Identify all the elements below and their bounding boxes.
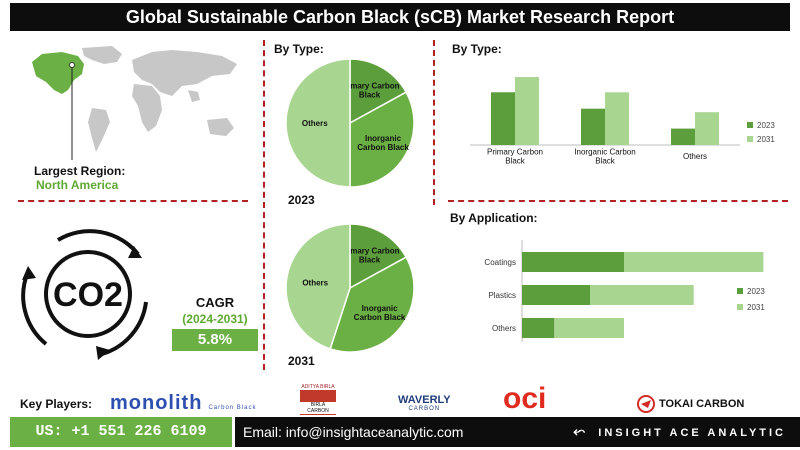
pie-2031-slice-1 — [329, 256, 415, 353]
bar-app-bar-0-0 — [522, 252, 624, 272]
bar-type-bar-1-1 — [605, 92, 629, 145]
vertical-divider-left — [263, 40, 265, 370]
bar-app-legend-swatch-0 — [737, 288, 743, 294]
vertical-divider-right — [433, 40, 435, 205]
africa-shape — [132, 84, 162, 132]
footer-bar: Email: info@insightaceanalytic.com ⬿ INSI… — [235, 417, 800, 447]
south-america-shape — [88, 108, 110, 152]
co2-cycle-icon: CO2 — [21, 229, 148, 360]
pie-2031-slice-0 — [349, 223, 408, 290]
bar-type-legend-swatch-1 — [747, 136, 753, 142]
bar-type-bar-2-0 — [671, 128, 695, 145]
bar-type-bar-1-0 — [581, 108, 605, 145]
co2-text: CO2 — [53, 276, 123, 314]
bar-app-category-1: Plastics — [488, 291, 516, 300]
bar-app-legend-1: 2031 — [747, 303, 765, 312]
pie-2031-year: 2031 — [288, 354, 315, 368]
pie-2031-slice-2 — [285, 223, 351, 350]
bar-app-bar-1-0 — [522, 285, 590, 305]
bar-app-bar-2-1 — [554, 318, 624, 338]
pie-2031-label-2: Others — [302, 278, 328, 287]
bar-chart-by-type: Primary Carbon Black Inorganic Carbon Black… — [470, 77, 775, 166]
footer-email[interactable]: Email: info@insightaceanalytic.com — [243, 424, 464, 440]
pie-chart-2023: Primary Carbon Black Inorganic Carbon Black… — [285, 58, 415, 188]
bar-type-legend-1: 2031 — [757, 135, 775, 144]
bar-app-legend-swatch-1 — [737, 304, 743, 310]
region-marker-icon — [69, 62, 75, 68]
oci-logo: oci — [503, 382, 547, 415]
pie-2031-label-1: Inorganic Carbon Black — [354, 304, 406, 322]
cagr-period: (2024-2031) — [182, 312, 248, 326]
horizontal-divider-right — [448, 200, 788, 202]
pie-2023-label-1: Inorganic Carbon Black — [357, 134, 409, 152]
pie-chart-2031: Primary Carbon Black Inorganic Carbon Black… — [285, 223, 415, 353]
bar-type-legend-swatch-0 — [747, 122, 753, 128]
bar-app-bar-2-0 — [522, 318, 555, 338]
bar-app-category-2: Others — [492, 324, 516, 333]
south-asia-shape — [188, 90, 200, 102]
bar-app-bar-0-1 — [624, 252, 764, 272]
tokai-carbon-icon — [637, 395, 655, 413]
bar-type-category-1: Inorganic Carbon Black — [574, 148, 635, 166]
bar-type-category-0: Primary Carbon Black — [487, 148, 543, 166]
greenland-shape — [82, 46, 122, 64]
footer-brand: ⬿ INSIGHT ACE ANALYTIC — [573, 423, 786, 440]
bar-app-heading: By Application: — [450, 211, 538, 225]
pie-2023-year: 2023 — [288, 193, 315, 207]
report-title: Global Sustainable Carbon Black (sCB) Ma… — [10, 3, 790, 31]
bar-type-category-2: Others — [683, 152, 707, 161]
bar-type-bar-0-1 — [515, 77, 539, 145]
bar-chart-by-application: Coatings Plastics Others 2023 2031 — [484, 240, 765, 342]
world-map — [32, 46, 237, 160]
north-america-shape — [32, 52, 84, 94]
eurasia-shape — [132, 50, 237, 96]
pie-2023-slice-2 — [285, 58, 351, 188]
australia-shape — [207, 118, 234, 136]
bar-type-bar-0-0 — [491, 92, 515, 145]
key-players-label: Key Players: — [20, 397, 93, 411]
brand-logo-icon: ⬿ — [573, 423, 589, 440]
tokai-carbon-logo: TOKAI CARBON — [636, 394, 744, 414]
pie-heading: By Type: — [274, 42, 324, 56]
cagr-value: 5.8% — [172, 329, 258, 351]
monolith-logo: monolith Carbon Black — [110, 392, 257, 414]
pie-2023-label-2: Others — [302, 119, 328, 128]
largest-region-value: North America — [36, 178, 119, 192]
pie-2031-label-0: Primary Carbon Black — [340, 246, 400, 264]
bar-app-legend-0: 2023 — [747, 287, 765, 296]
bar-app-bar-1-1 — [590, 285, 694, 305]
horizontal-divider-left — [18, 200, 248, 202]
pie-2023-slice-0 — [349, 58, 408, 125]
footer-phone[interactable]: US: +1 551 226 6109 — [10, 417, 232, 447]
birla-carbon-logo: ADITYA BIRLA BIRLA CARBON — [300, 383, 336, 415]
pie-2023-label-0: Primary Carbon Black — [340, 81, 400, 99]
bar-app-category-0: Coatings — [484, 258, 516, 267]
cagr-label: CAGR — [195, 295, 235, 310]
bar-type-bar-2-1 — [695, 112, 719, 145]
bar-type-legend-0: 2023 — [757, 121, 775, 130]
bar-type-heading: By Type: — [452, 42, 502, 56]
largest-region-label: Largest Region: — [34, 164, 126, 178]
waverly-carbon-logo: WAVERLY CARBON — [398, 394, 451, 412]
pie-2023-slice-1 — [349, 91, 415, 188]
